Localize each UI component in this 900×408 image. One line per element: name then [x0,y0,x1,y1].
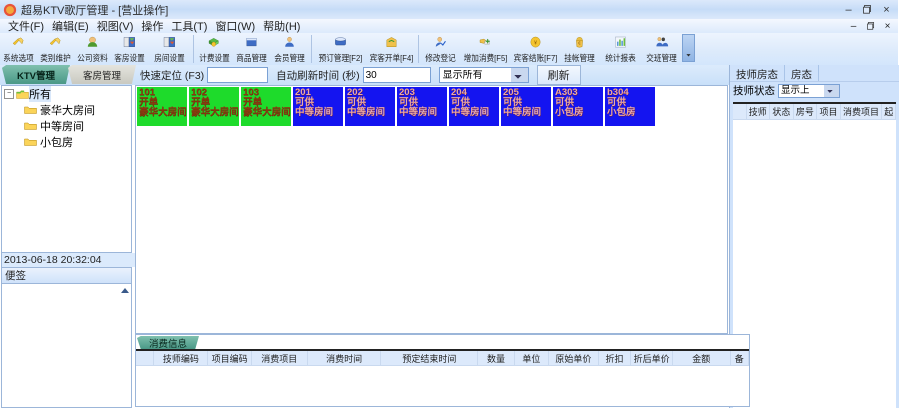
svg-text:¥: ¥ [534,40,537,46]
